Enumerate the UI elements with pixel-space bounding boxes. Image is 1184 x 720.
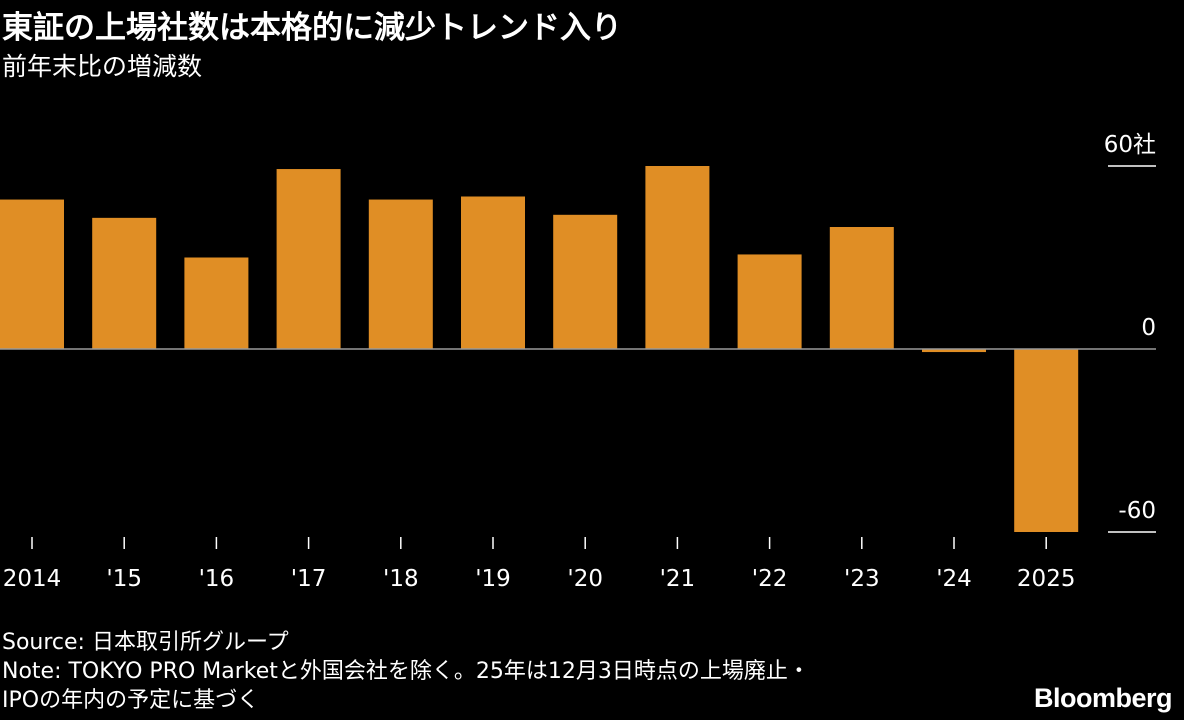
bar-0 — [0, 199, 64, 349]
x-tick-label-9: '23 — [844, 566, 880, 592]
bar-11 — [1014, 349, 1079, 532]
y-tick-label-1: 0 — [1141, 315, 1156, 341]
bar-2 — [184, 257, 249, 349]
x-tick-label-2: '16 — [199, 566, 235, 592]
x-tick-label-10: '24 — [936, 566, 972, 592]
x-tick-label-3: '17 — [291, 566, 327, 592]
x-tick-label-1: '15 — [106, 566, 142, 592]
chart-subtitle: 前年末比の増減数 — [2, 52, 203, 81]
bar-chart: 60社 0 -60 2014 '15 '16 '17 '18 '19 '20 '21 '22 '23 '2… — [0, 132, 1156, 592]
x-tick-label-8: '22 — [752, 566, 788, 592]
bar-7 — [645, 166, 710, 349]
note-line-2: IPOの年内の予定に基づく — [2, 688, 260, 713]
x-tick-label-7: '21 — [660, 566, 696, 592]
y-tick-label-2: -60 — [1118, 498, 1156, 524]
x-tick-label-0: 2014 — [3, 566, 62, 592]
y-tick-label-0: 60社 — [1104, 132, 1156, 158]
bar-5 — [461, 196, 525, 349]
bloomberg-logo: Bloomberg — [1033, 683, 1173, 713]
note-line-1: Note: TOKYO PRO Marketと外国会社を除く。25年は12月3日… — [2, 659, 810, 684]
x-tick-label-6: '20 — [567, 566, 603, 592]
bar-9 — [829, 227, 894, 349]
bar-1 — [92, 217, 157, 349]
bar-10 — [922, 349, 986, 353]
source-note: Source: 日本取引所グループ — [2, 630, 289, 655]
bar-6 — [553, 214, 618, 349]
chart-footer: Source: 日本取引所グループ Note: TOKYO PRO Market… — [2, 628, 810, 715]
x-tick-label-11: 2025 — [1017, 566, 1076, 592]
bar-3 — [276, 169, 341, 349]
bar-4 — [368, 199, 433, 349]
x-tick-label-4: '18 — [383, 566, 419, 592]
x-tick-label-5: '19 — [475, 566, 511, 592]
bar-8 — [737, 254, 802, 349]
chart-title: 東証の上場社数は本格的に減少トレンド入り — [2, 10, 622, 46]
